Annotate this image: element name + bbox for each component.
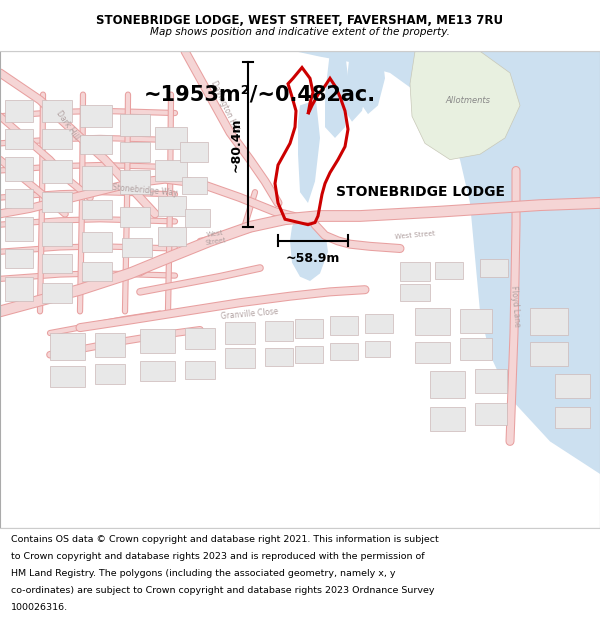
Text: HM Land Registry. The polygons (including the associated geometry, namely x, y: HM Land Registry. The polygons (includin… — [11, 569, 395, 578]
Bar — [182, 177, 207, 194]
Polygon shape — [362, 51, 385, 114]
Bar — [155, 127, 187, 149]
Bar — [180, 142, 208, 162]
Bar — [460, 339, 492, 360]
Bar — [5, 100, 33, 122]
Bar — [5, 158, 33, 181]
Bar — [530, 308, 568, 335]
Bar — [82, 200, 112, 219]
Polygon shape — [298, 100, 320, 203]
Bar — [122, 238, 152, 257]
Bar — [365, 314, 393, 333]
Bar — [480, 259, 508, 277]
Bar — [330, 342, 358, 360]
Bar — [120, 114, 150, 136]
Text: Granville Close: Granville Close — [221, 306, 279, 321]
Bar — [80, 106, 112, 127]
Bar — [120, 208, 150, 227]
Bar — [555, 374, 590, 398]
Bar — [95, 333, 125, 357]
Polygon shape — [325, 51, 350, 138]
Bar — [82, 232, 112, 252]
Bar — [415, 308, 450, 335]
Bar — [42, 222, 72, 246]
Bar — [82, 261, 112, 281]
Text: West Street: West Street — [395, 231, 436, 240]
Polygon shape — [285, 51, 600, 474]
Text: ~1953m²/~0.482ac.: ~1953m²/~0.482ac. — [144, 84, 376, 104]
Bar — [225, 322, 255, 344]
Bar — [265, 348, 293, 366]
Text: to Crown copyright and database rights 2023 and is reproduced with the permissio: to Crown copyright and database rights 2… — [11, 552, 424, 561]
Bar — [42, 283, 72, 302]
Bar — [475, 369, 507, 392]
Text: STONEBRIDGE LODGE: STONEBRIDGE LODGE — [335, 185, 505, 199]
Bar — [158, 227, 186, 246]
Text: West
Street: West Street — [203, 230, 226, 246]
Text: Stonebridge Way: Stonebridge Way — [112, 182, 178, 198]
Bar — [155, 159, 187, 181]
Text: co-ordinates) are subject to Crown copyright and database rights 2023 Ordnance S: co-ordinates) are subject to Crown copyr… — [11, 586, 434, 595]
Bar — [42, 159, 72, 184]
Bar — [5, 189, 33, 208]
Bar — [95, 364, 125, 384]
Text: Floyd Lane: Floyd Lane — [509, 285, 521, 327]
Bar — [140, 361, 175, 381]
Text: ~80.4m: ~80.4m — [229, 118, 242, 172]
Text: 100026316.: 100026316. — [11, 602, 68, 612]
Text: STONEBRIDGE LODGE, WEST STREET, FAVERSHAM, ME13 7RU: STONEBRIDGE LODGE, WEST STREET, FAVERSHA… — [97, 14, 503, 28]
Text: Davington Hill: Davington Hill — [209, 79, 241, 132]
Bar — [295, 319, 323, 339]
Bar — [50, 366, 85, 388]
Bar — [460, 309, 492, 333]
Bar — [400, 261, 430, 281]
Bar — [530, 342, 568, 366]
Bar — [5, 129, 33, 149]
Bar — [158, 196, 186, 216]
Bar — [430, 371, 465, 398]
Bar — [5, 277, 33, 301]
Bar — [555, 407, 590, 428]
Text: Contains OS data © Crown copyright and database right 2021. This information is : Contains OS data © Crown copyright and d… — [11, 535, 439, 544]
Bar — [82, 166, 112, 190]
Text: ~58.9m: ~58.9m — [286, 252, 340, 265]
Bar — [185, 209, 210, 227]
Polygon shape — [290, 214, 328, 281]
Bar — [120, 171, 150, 194]
Bar — [80, 135, 112, 154]
Bar — [415, 342, 450, 363]
Bar — [42, 254, 72, 273]
Bar — [140, 329, 175, 352]
Bar — [42, 192, 72, 212]
Bar — [225, 348, 255, 368]
Bar — [435, 261, 463, 279]
Bar — [120, 142, 150, 162]
Bar — [365, 341, 390, 357]
Bar — [42, 129, 72, 149]
Bar — [475, 404, 507, 425]
Polygon shape — [410, 51, 520, 159]
Bar — [185, 361, 215, 379]
Bar — [5, 249, 33, 268]
Polygon shape — [345, 51, 368, 122]
Text: Allotments: Allotments — [445, 96, 491, 104]
Bar — [5, 217, 33, 241]
Bar — [42, 100, 72, 122]
Bar — [430, 407, 465, 431]
Bar — [400, 284, 430, 301]
Bar — [185, 328, 215, 349]
Text: Map shows position and indicative extent of the property.: Map shows position and indicative extent… — [150, 27, 450, 37]
Bar — [50, 333, 85, 360]
Bar — [265, 321, 293, 341]
Bar — [295, 346, 323, 363]
Bar — [330, 316, 358, 335]
Text: Dark Hill: Dark Hill — [55, 109, 81, 141]
